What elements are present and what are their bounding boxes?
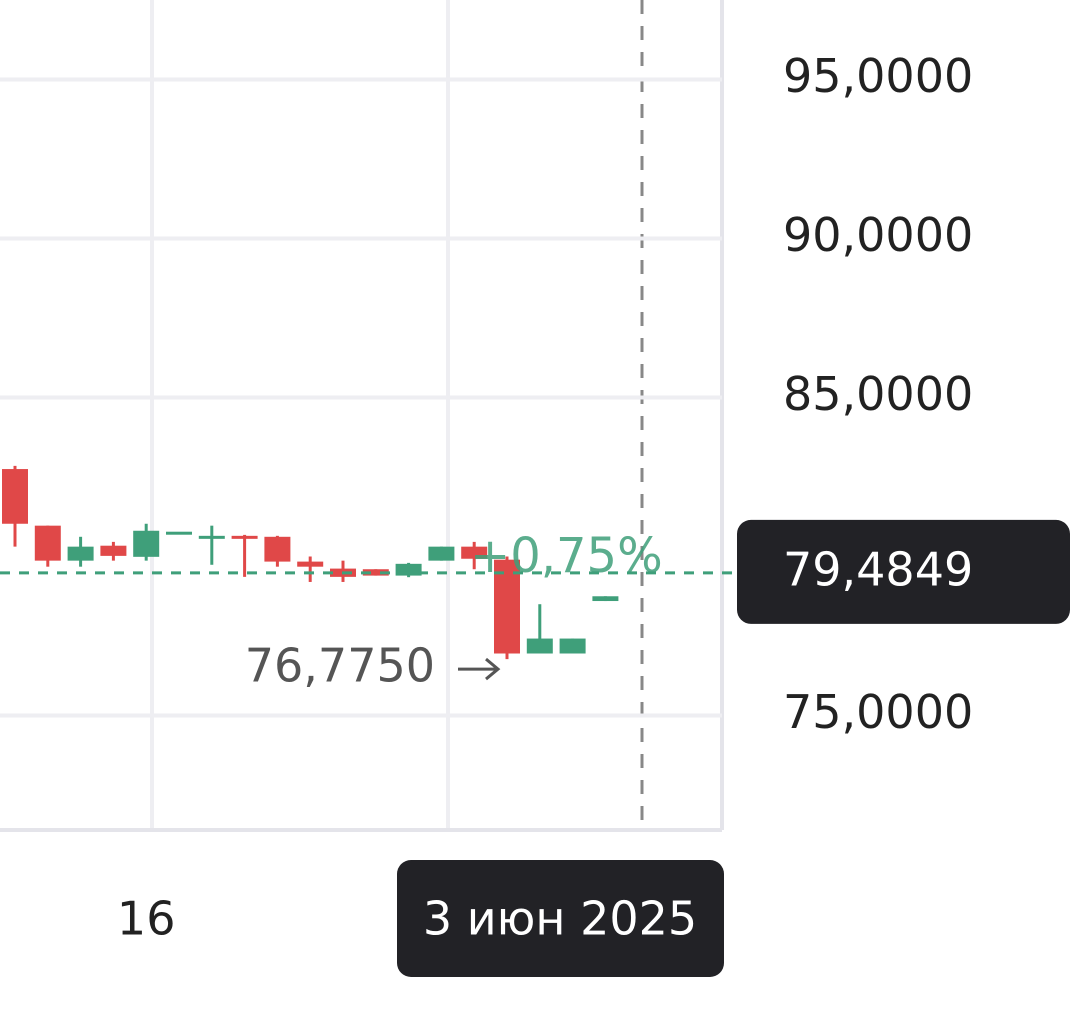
candle-body <box>526 638 553 654</box>
candle-body <box>67 546 94 561</box>
low-marker-label: 76,7750 <box>245 639 435 693</box>
candle-body <box>461 546 488 559</box>
change-label: +0,75% <box>470 528 663 584</box>
candle-body <box>198 535 225 539</box>
candle-body <box>494 559 520 654</box>
candle-body <box>100 545 127 556</box>
date-label-box <box>397 860 724 977</box>
candle-body <box>395 563 422 576</box>
candle-body <box>133 530 160 557</box>
candle-body <box>297 561 324 567</box>
candle-body <box>166 531 192 535</box>
y-tick-label: 95,0000 <box>783 49 973 103</box>
x-tick-label: 16 <box>117 892 176 946</box>
y-tick-label: 85,0000 <box>783 367 973 421</box>
low-marker-arrow <box>458 657 501 681</box>
candle-body <box>428 546 455 561</box>
candle-body <box>559 638 586 654</box>
price-label: 79,4849 <box>783 542 973 596</box>
price-label-box <box>737 519 1070 624</box>
candle-body <box>264 536 291 562</box>
candle-body <box>231 535 258 539</box>
x-tick-label: 3 июн 2025 <box>423 892 697 946</box>
y-tick-label: 90,0000 <box>783 208 973 262</box>
candle-body <box>2 469 28 524</box>
candle-body <box>34 525 61 561</box>
candle-body <box>362 569 389 576</box>
y-tick-label: 75,0000 <box>783 685 973 739</box>
candle-body <box>592 596 619 602</box>
